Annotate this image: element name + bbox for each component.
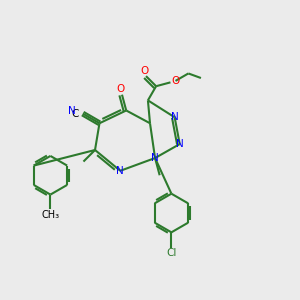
Text: O: O (140, 66, 148, 76)
Text: CH₃: CH₃ (41, 210, 59, 220)
Text: N: N (176, 139, 184, 149)
Text: N: N (68, 106, 75, 116)
Text: N: N (151, 153, 159, 163)
Text: O: O (116, 84, 124, 94)
Text: C: C (72, 109, 79, 118)
Text: Cl: Cl (166, 248, 177, 258)
Text: N: N (116, 166, 124, 176)
Text: N: N (171, 112, 178, 122)
Text: O: O (171, 76, 180, 86)
